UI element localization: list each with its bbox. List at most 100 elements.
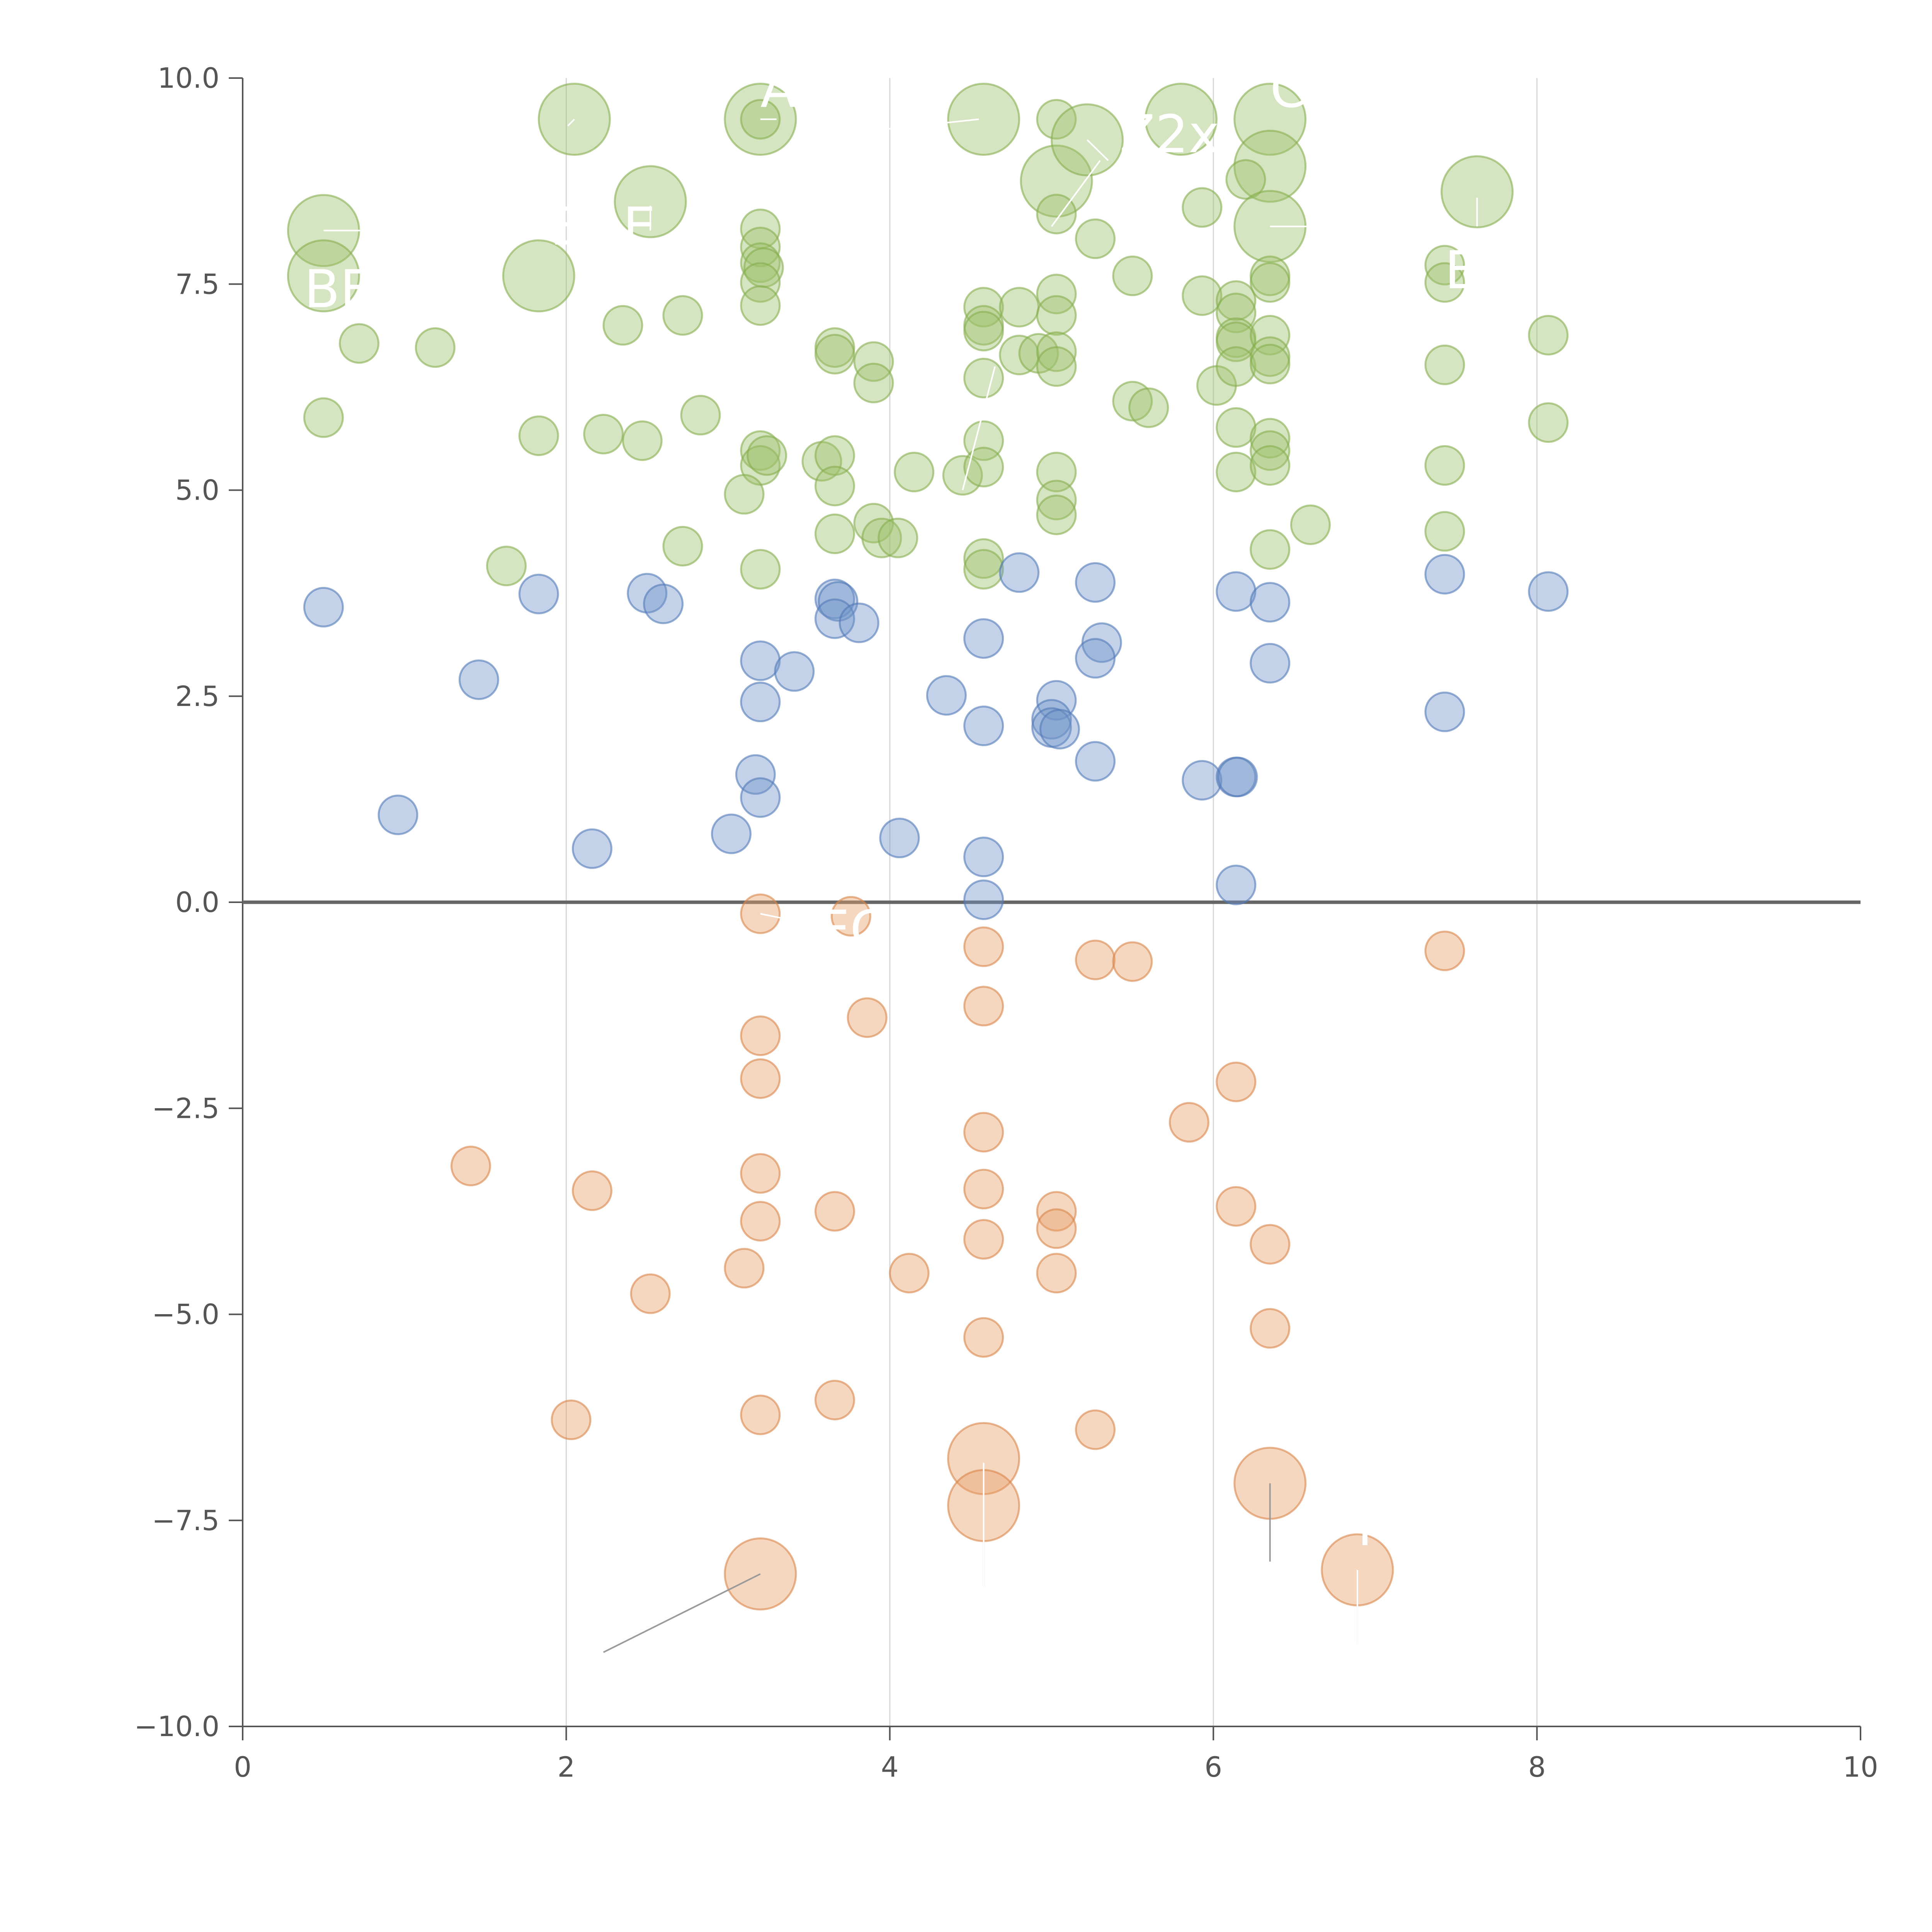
data-point-orange[interactable] — [963, 1112, 1004, 1153]
data-point-green[interactable] — [1020, 145, 1093, 218]
data-point-orange[interactable] — [1216, 1061, 1257, 1102]
data-point-green[interactable] — [963, 287, 1004, 328]
data-point-green[interactable] — [1128, 387, 1169, 428]
data-point-green[interactable] — [662, 295, 703, 336]
data-point-green[interactable] — [1250, 344, 1291, 384]
data-point-blue[interactable] — [378, 794, 418, 835]
data-point-orange[interactable] — [450, 1146, 491, 1187]
data-point-green[interactable] — [1424, 344, 1465, 385]
data-point-orange[interactable] — [740, 1015, 781, 1056]
data-point-green[interactable] — [1216, 452, 1257, 493]
data-point-green[interactable] — [1424, 511, 1465, 552]
data-point-green[interactable] — [1036, 295, 1077, 336]
data-point-green[interactable] — [853, 362, 894, 403]
data-point-green[interactable] — [814, 334, 855, 375]
data-point-blue[interactable] — [963, 837, 1004, 878]
data-point-orange[interactable] — [1036, 1208, 1077, 1249]
data-point-green[interactable] — [338, 323, 379, 364]
data-point-green[interactable] — [1112, 381, 1153, 422]
data-point-orange[interactable] — [963, 926, 1004, 967]
data-point-blue[interactable] — [1250, 582, 1291, 623]
data-point-green[interactable] — [947, 83, 1020, 156]
data-point-green[interactable] — [853, 341, 894, 382]
data-point-orange[interactable] — [740, 1058, 781, 1099]
data-point-orange[interactable] — [1424, 930, 1465, 971]
data-point-blue[interactable] — [1075, 741, 1116, 782]
data-point-blue[interactable] — [879, 818, 920, 859]
data-point-green[interactable] — [1225, 159, 1266, 200]
data-point-blue[interactable] — [838, 602, 879, 643]
data-point-green[interactable] — [1424, 445, 1465, 486]
data-point-orange[interactable] — [963, 1168, 1004, 1209]
data-point-orange[interactable] — [1216, 1186, 1257, 1227]
data-point-blue[interactable] — [711, 813, 752, 854]
data-point-blue[interactable] — [1424, 554, 1465, 595]
data-point-blue[interactable] — [458, 659, 499, 700]
data-point-green[interactable] — [303, 397, 344, 438]
data-point-green[interactable] — [602, 305, 643, 346]
data-point-blue[interactable] — [1217, 757, 1258, 798]
data-point-green[interactable] — [1216, 321, 1257, 362]
data-point-orange[interactable] — [1036, 1191, 1077, 1232]
data-point-blue[interactable] — [926, 675, 967, 716]
data-point-green[interactable] — [1112, 255, 1153, 296]
data-point-green[interactable] — [1036, 331, 1077, 372]
data-point-green[interactable] — [287, 239, 360, 313]
data-point-blue[interactable] — [1250, 643, 1291, 684]
data-point-green[interactable] — [1036, 99, 1077, 140]
data-point-orange[interactable] — [1075, 1409, 1116, 1450]
data-point-green[interactable] — [740, 226, 781, 267]
data-point-orange[interactable] — [814, 1379, 855, 1420]
data-point-green[interactable] — [1440, 155, 1514, 228]
data-point-green[interactable] — [502, 239, 575, 313]
data-point-green[interactable] — [1036, 494, 1077, 535]
data-point-green[interactable] — [740, 262, 781, 303]
data-point-green[interactable] — [878, 517, 918, 558]
data-point-green[interactable] — [680, 395, 721, 435]
data-point-green[interactable] — [1250, 445, 1291, 486]
data-point-green[interactable] — [1424, 262, 1465, 303]
data-point-green[interactable] — [1182, 187, 1223, 228]
data-point-green[interactable] — [1036, 480, 1077, 520]
data-point-green[interactable] — [747, 435, 787, 476]
data-point-green[interactable] — [662, 526, 703, 567]
data-point-green[interactable] — [963, 538, 1004, 579]
data-point-blue[interactable] — [963, 618, 1004, 659]
data-point-blue[interactable] — [999, 552, 1040, 593]
data-point-blue[interactable] — [571, 828, 612, 869]
data-point-green[interactable] — [1144, 83, 1218, 156]
data-point-orange[interactable] — [889, 1253, 930, 1294]
data-point-green[interactable] — [814, 514, 855, 554]
data-point-green[interactable] — [1036, 194, 1077, 235]
data-point-blue[interactable] — [774, 651, 815, 692]
data-point-orange[interactable] — [963, 986, 1004, 1027]
data-point-green[interactable] — [583, 413, 624, 454]
data-point-green[interactable] — [486, 546, 527, 587]
data-point-blue[interactable] — [963, 879, 1004, 920]
data-point-green[interactable] — [518, 415, 559, 456]
data-point-orange[interactable] — [1075, 939, 1116, 980]
data-point-blue[interactable] — [1075, 562, 1116, 603]
data-point-green[interactable] — [894, 452, 935, 493]
data-point-blue[interactable] — [1182, 760, 1223, 801]
data-point-green[interactable] — [814, 435, 855, 476]
data-point-orange[interactable] — [830, 896, 871, 937]
data-point-green[interactable] — [1424, 245, 1465, 286]
data-point-green[interactable] — [1250, 430, 1291, 471]
data-point-green[interactable] — [1036, 346, 1077, 387]
data-point-green[interactable] — [1528, 315, 1569, 355]
data-point-blue[interactable] — [518, 573, 559, 614]
data-point-orange[interactable] — [724, 1248, 765, 1289]
data-point-green[interactable] — [740, 430, 781, 471]
data-point-green[interactable] — [740, 285, 781, 326]
data-point-green[interactable] — [1233, 83, 1307, 156]
data-point-green[interactable] — [963, 311, 1004, 352]
data-point-blue[interactable] — [1216, 571, 1257, 612]
data-point-blue[interactable] — [963, 706, 1004, 747]
data-point-blue[interactable] — [740, 777, 781, 818]
data-point-green[interactable] — [1250, 529, 1291, 570]
data-point-green[interactable] — [614, 165, 687, 238]
data-point-green[interactable] — [963, 357, 1004, 398]
data-point-orange[interactable] — [963, 1317, 1004, 1358]
data-point-green[interactable] — [724, 474, 765, 515]
